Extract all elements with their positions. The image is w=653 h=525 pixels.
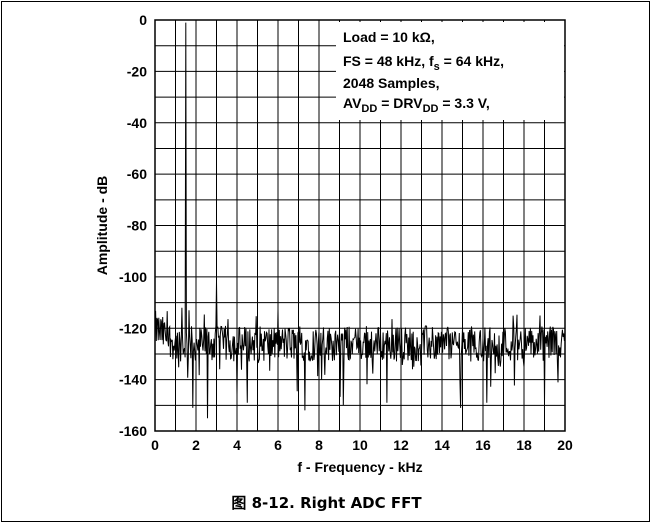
y-tick-label: 0 [139,12,147,28]
x-tick-label: 0 [151,437,159,453]
y-tick-label: -100 [119,269,147,285]
y-tick-label: -120 [119,320,147,336]
y-tick-label: -40 [127,115,147,131]
x-tick-label: 16 [475,437,491,453]
condition-sample-rate: FS = 48 kHz, fs = 64 kHz, [343,53,504,73]
plot-area [154,19,566,432]
fft-trace-line [154,22,566,419]
conditions-background [336,22,564,120]
condition-load: Load = 10 kΩ, [343,29,435,45]
condition-supply: AVDD = DRVDD = 3.3 V, [343,95,490,115]
x-tick-labels: 0 2 4 6 8 10 12 14 16 18 20 [151,437,573,453]
y-tick-label: -80 [127,218,147,234]
x-tick-label: 14 [434,437,450,453]
test-conditions: Load = 10 kΩ, FS = 48 kHz, fs = 64 kHz, … [343,29,504,115]
figure-caption: 图 8-12. Right ADC FFT [231,494,422,512]
y-tick-label: -60 [127,166,147,182]
y-tick-label: -160 [119,423,147,439]
condition-samples: 2048 Samples, [343,75,440,91]
x-tick-label: 8 [315,437,323,453]
y-axis-label: Amplitude - dB [94,176,110,276]
y-tick-label: -140 [119,372,147,388]
x-tick-label: 18 [516,437,532,453]
x-tick-label: 12 [393,437,409,453]
y-tick-label: -20 [127,63,147,79]
x-tick-label: 6 [274,437,282,453]
y-tick-labels: 0 -20 -40 -60 -80 -100 -120 -140 -160 [119,12,147,439]
x-tick-label: 4 [233,437,241,453]
x-tick-label: 20 [557,437,573,453]
fft-chart: 0 2 4 6 8 10 12 14 16 18 20 0 -20 -40 -60 -80 -100 -120 -… [94,12,573,475]
x-axis-label: f - Frequency - kHz [297,459,422,475]
x-tick-label: 2 [192,437,200,453]
x-tick-label: 10 [352,437,368,453]
